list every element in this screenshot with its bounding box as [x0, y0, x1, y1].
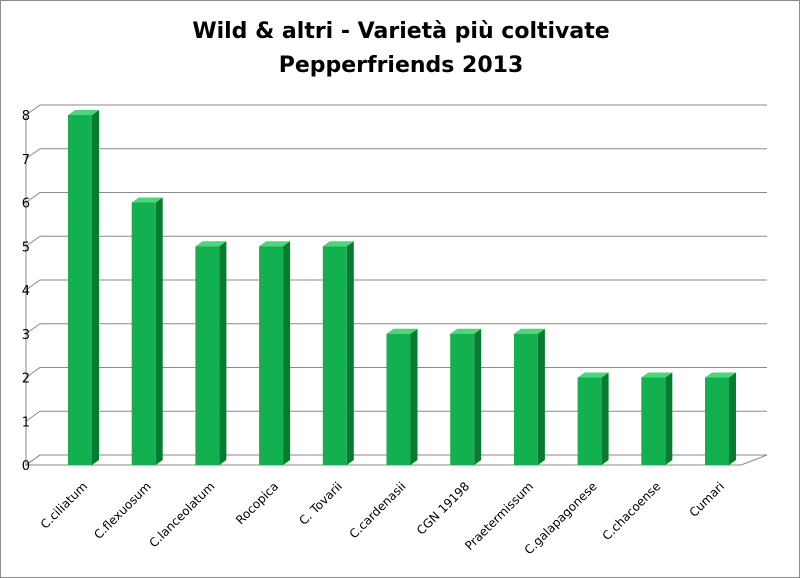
y-tick-label: 3: [22, 328, 30, 343]
bar: [322, 241, 354, 465]
x-tick-label: Praetermissum: [462, 479, 536, 553]
bar-front: [322, 246, 347, 465]
bar-side: [410, 328, 418, 465]
bar: [705, 372, 736, 465]
bar-side: [601, 372, 609, 465]
bar: [450, 328, 482, 465]
y-tick-label: 0: [22, 459, 30, 474]
x-tick-label: CGN 19198: [414, 479, 472, 537]
bar-side: [92, 110, 99, 465]
y-tick-label: 5: [22, 240, 30, 255]
gridline: [25, 279, 767, 291]
y-axis-ticks: 0 1 2 3 4 5 6 7 8: [22, 109, 30, 474]
x-tick-label: C.cardenasii: [347, 479, 409, 541]
chart-title-block: Wild & altri - Varietà più coltivate Pep…: [1, 15, 800, 83]
bar: [641, 372, 673, 465]
bar-side: [346, 241, 354, 465]
bar-top: [705, 372, 736, 378]
bar: [577, 372, 609, 465]
bar-side: [219, 241, 227, 465]
x-tick-label: C.lanceolatum: [146, 479, 217, 550]
x-tick-label: Cumari: [687, 479, 728, 520]
bar-front: [386, 333, 411, 465]
y-tick-label: 1: [22, 415, 30, 430]
bar-top: [513, 328, 545, 334]
gridline: [25, 104, 767, 116]
bar-top: [195, 241, 227, 247]
bar-front: [577, 377, 602, 465]
bar-top: [386, 328, 418, 334]
y-tick-label: 4: [22, 284, 30, 299]
chart-subtitle: Pepperfriends 2013: [278, 53, 524, 78]
y-tick-label: 8: [22, 109, 30, 124]
bar-top: [641, 372, 673, 378]
bar-side: [155, 197, 163, 465]
bars: [68, 110, 736, 465]
bar: [513, 328, 545, 465]
chart-title: Wild & altri - Varietà più coltivate: [192, 19, 610, 44]
bar-side: [474, 328, 482, 465]
bar: [131, 197, 163, 465]
x-tick-label: C.chacoense: [600, 479, 664, 543]
bar-front: [513, 333, 538, 465]
gridline: [25, 192, 767, 203]
gridlines: [24, 104, 768, 466]
x-tick-label: C.ciliatum: [38, 479, 90, 531]
bar-side: [729, 372, 736, 465]
bar-front: [641, 377, 666, 465]
y-tick-label: 7: [22, 153, 30, 168]
bar-front: [450, 333, 475, 465]
bar-top: [68, 110, 99, 115]
bar-top: [259, 241, 291, 247]
bar: [259, 241, 291, 465]
bar-top: [322, 241, 354, 247]
y-tick-label: 6: [22, 197, 30, 212]
x-tick-label: C.flexuosum: [91, 479, 154, 542]
bar-top: [450, 328, 482, 334]
bar: [386, 328, 418, 465]
bar-front: [705, 377, 729, 465]
gridline: [25, 235, 767, 247]
bar-side: [283, 241, 291, 465]
bar-front: [68, 115, 92, 465]
bar-front: [131, 202, 156, 465]
bar-side: [665, 372, 673, 465]
bar-side: [537, 328, 545, 465]
bar: [68, 110, 99, 465]
gridline: [25, 148, 767, 160]
bar-top: [131, 197, 163, 203]
bar: [195, 241, 227, 465]
bar-top: [577, 372, 609, 378]
x-tick-label: Rocopica: [233, 479, 281, 527]
bar-front: [259, 246, 284, 465]
x-tick-label: C. Tovarii: [296, 479, 345, 528]
y-tick-label: 2: [22, 372, 30, 387]
gridline: [25, 323, 767, 335]
bar-front: [195, 246, 220, 465]
